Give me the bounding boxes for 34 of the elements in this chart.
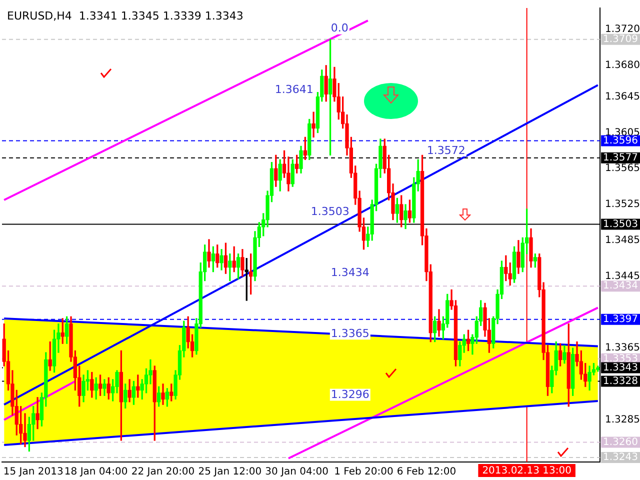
ref-line-label: 1.3343: [603, 362, 638, 374]
annotation: 1.3434: [330, 266, 370, 279]
y-tick-label: 1.3645: [605, 91, 640, 102]
annotation: 1.3503: [310, 204, 350, 218]
ref-line-label: 1.3353: [603, 353, 638, 364]
x-tick-label: 30 Jan 04:00: [265, 466, 328, 478]
ref-line-label: 1.3434: [603, 280, 638, 292]
ref-line-label: 1.3503: [603, 218, 638, 230]
x-tick-label: 22 Jan 20:00: [131, 466, 195, 478]
annotation: 0.0: [330, 22, 348, 35]
y-tick-label: 1.3365: [605, 342, 640, 354]
annotation: 1.3572: [426, 144, 466, 157]
chart-title: EURUSD,H4 1.3341 1.3345 1.3339 1.3343: [7, 9, 244, 22]
y-tick-label: 1.3445: [605, 270, 640, 282]
ref-line-label: 1.3596: [603, 135, 638, 146]
y-tick-label: 1.3485: [605, 234, 640, 246]
x-tick-label: 15 Jan 2013: [3, 466, 64, 478]
annotation: 1.3641: [274, 82, 314, 96]
y-tick-label: 1.3720: [605, 24, 640, 36]
y-tick-label: 1.3565: [605, 163, 640, 174]
y-tick-label: 1.3285: [605, 414, 640, 426]
y-tick-label: 1.3680: [605, 60, 640, 72]
x-tick-label: 1 Feb 20:00: [334, 466, 394, 478]
x-tick-label: 25 Jan 12:00: [198, 466, 262, 478]
annotation: 1.3365: [330, 327, 370, 340]
ref-line-label: 1.3577: [603, 152, 638, 164]
y-tick-label: 1.3525: [605, 199, 640, 210]
x-tick-label: 6 Feb 12:00: [396, 466, 456, 478]
x-tick-label: 18 Jan 04:00: [64, 466, 128, 478]
ref-line-label: 1.3260: [603, 436, 638, 448]
annotation: 1.3296: [330, 388, 370, 402]
x-tick-label: 2013.02.13 13:00: [482, 466, 572, 477]
ref-line-label: 1.3328: [603, 376, 638, 387]
ref-line-label: 1.3397: [603, 314, 638, 325]
